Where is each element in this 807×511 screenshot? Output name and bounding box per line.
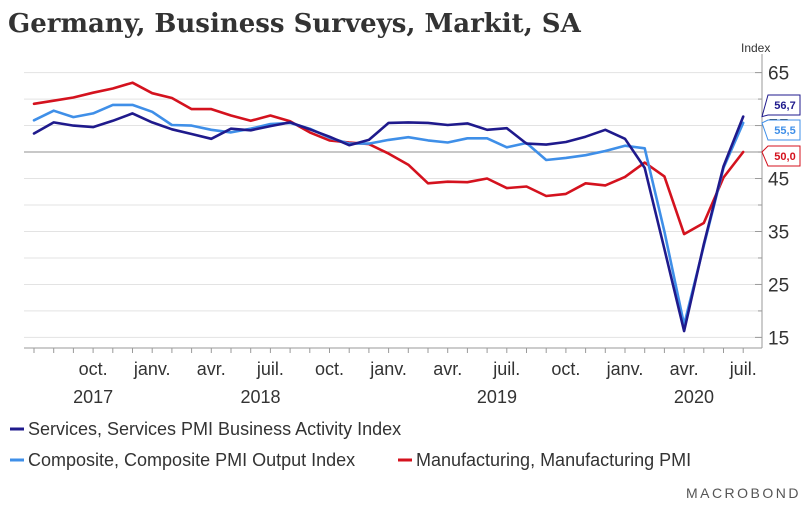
legend: Services, Services PMI Business Activity… xyxy=(10,419,691,470)
year-label: 2020 xyxy=(674,387,714,407)
x-tick-label: avr. xyxy=(197,359,226,379)
x-tick-labels: oct. janv. avr. juil. oct. janv. avr. juil. oct.… xyxy=(79,359,757,379)
gridlines xyxy=(24,72,762,338)
year-labels: 2017 2018 2019 2020 xyxy=(73,387,714,407)
chart-title: Germany, Business Surveys, Markit, SA xyxy=(8,9,582,39)
end-value-label: 56,7 xyxy=(774,100,795,112)
x-tick-label: avr. xyxy=(670,359,699,379)
legend-entry: Services, Services PMI Business Activity… xyxy=(28,419,401,439)
x-tick-label: juil. xyxy=(492,359,520,379)
legend-entry: Composite, Composite PMI Output Index xyxy=(28,450,355,470)
x-tick-label: avr. xyxy=(433,359,462,379)
legend-entry: Manufacturing, Manufacturing PMI xyxy=(416,450,691,470)
y-tick-label: 35 xyxy=(768,222,789,243)
y-tick-label: 25 xyxy=(768,275,789,296)
end-label-box xyxy=(761,94,801,118)
series-line-1 xyxy=(32,103,745,326)
x-tick-label: juil. xyxy=(256,359,284,379)
end-value-labels: 56,7 55,5 50,0 xyxy=(761,94,801,167)
x-tick-label: oct. xyxy=(315,359,344,379)
year-label: 2017 xyxy=(73,387,113,407)
y-axis-unit: Index xyxy=(741,41,770,55)
x-tick-label: janv. xyxy=(606,359,644,379)
end-label-box xyxy=(761,145,801,167)
series-line-0 xyxy=(32,112,745,333)
brand-logo: MACROBOND xyxy=(686,485,801,501)
year-label: 2018 xyxy=(241,387,281,407)
axes xyxy=(24,54,763,353)
x-tick-label: juil. xyxy=(729,359,757,379)
end-label-box xyxy=(761,119,801,141)
y-tick-label: 15 xyxy=(768,328,789,349)
x-tick-label: oct. xyxy=(551,359,580,379)
end-value-label: 50,0 xyxy=(774,151,795,163)
x-tick-label: janv. xyxy=(133,359,171,379)
year-label: 2019 xyxy=(477,387,517,407)
series-line-2 xyxy=(32,81,745,236)
x-tick-label: oct. xyxy=(79,359,108,379)
series-lines xyxy=(32,81,745,333)
y-tick-label: 45 xyxy=(768,170,789,191)
end-value-label: 55,5 xyxy=(774,125,795,137)
x-tick-label: janv. xyxy=(369,359,407,379)
y-tick-label: 65 xyxy=(768,64,789,85)
